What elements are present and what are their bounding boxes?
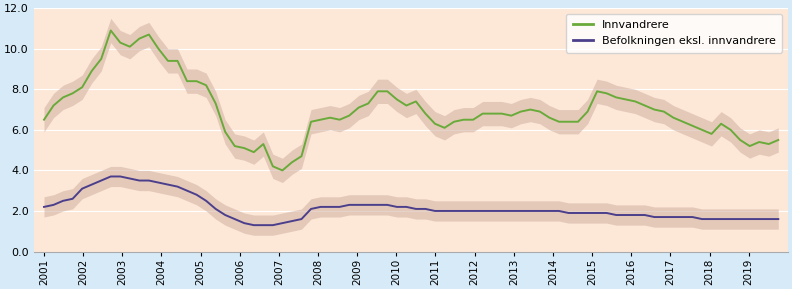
Legend: Innvandrere, Befolkningen eksl. innvandrere: Innvandrere, Befolkningen eksl. innvandr… xyxy=(566,14,782,53)
